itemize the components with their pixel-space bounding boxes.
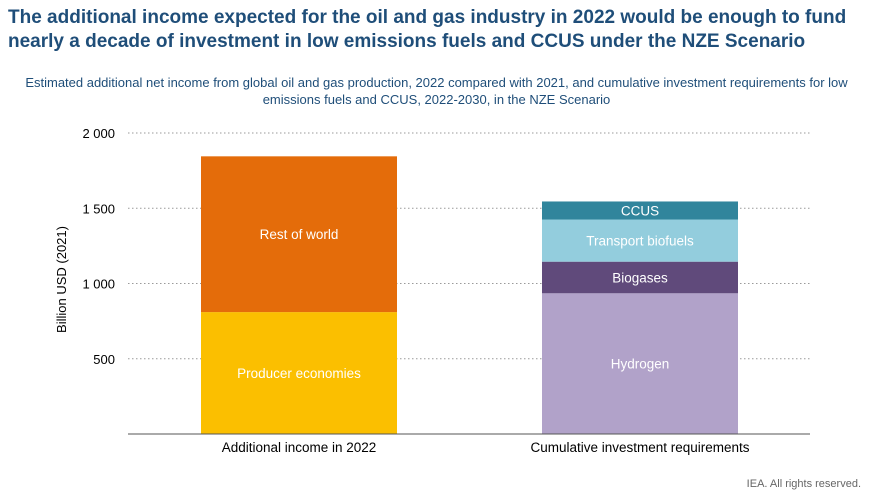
copyright-credit: IEA. All rights reserved.	[746, 478, 861, 490]
x-category-label: Cumulative investment requirements	[530, 440, 749, 455]
y-tick-label: 1 500	[82, 201, 115, 216]
bar-segment-transport-biofuels	[542, 219, 738, 262]
chart-headline: The additional income expected for the o…	[8, 7, 847, 52]
y-axis-label: Billion USD (2021)	[54, 226, 69, 333]
bar-segment-producer-economies	[201, 312, 397, 434]
bars	[201, 156, 738, 434]
y-tick-label: 500	[93, 352, 115, 367]
segment-label-biogases: Biogases	[612, 270, 668, 285]
segment-label-transport-biofuels: Transport biofuels	[586, 234, 694, 249]
y-tick-label: 2 000	[82, 126, 115, 141]
bar-labels: Producer economies Rest of world Hydrogen B…	[237, 204, 694, 382]
bar-segment-biogases	[542, 261, 738, 294]
segment-label-ccus: CCUS	[621, 204, 659, 219]
bar-segment-hydrogen	[542, 293, 738, 434]
segment-label-producer-economies: Producer economies	[237, 366, 361, 381]
segment-label-rest-of-world: Rest of world	[260, 227, 339, 242]
y-tick-label: 1 000	[82, 277, 115, 292]
chart-subtitle: Estimated additional net income from glo…	[25, 75, 848, 107]
bar-segment-rest-of-world	[201, 156, 397, 313]
bar-segment-ccus	[542, 201, 738, 220]
x-category-label: Additional income in 2022	[222, 440, 377, 455]
segment-label-hydrogen: Hydrogen	[611, 357, 670, 372]
x-axis-labels: Additional income in 2022 Cumulative inve…	[222, 440, 750, 455]
y-axis-ticks: 500 1 000 1 500 2 000	[82, 126, 115, 367]
